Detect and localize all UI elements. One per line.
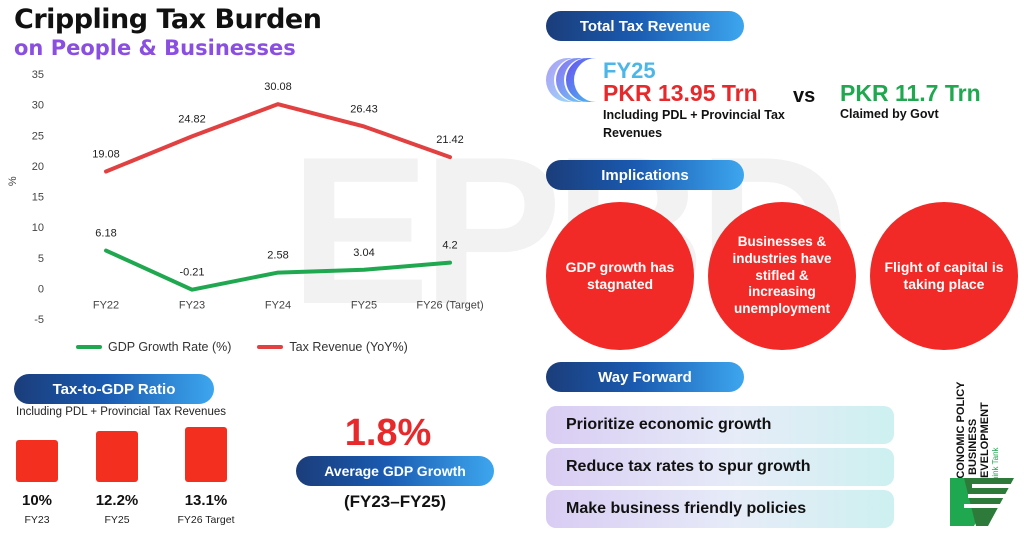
ratio-value-fy25: 12.2% xyxy=(95,492,139,509)
legend-label-gdp: GDP Growth Rate (%) xyxy=(108,340,232,354)
tax-to-gdp-subtitle: Including PDL + Provincial Tax Revenues xyxy=(16,406,226,418)
way-forward-item-2: Reduce tax rates to spur growth xyxy=(546,448,894,486)
legend-item-gdp: GDP Growth Rate (%) xyxy=(76,340,231,354)
y-tick-label: 0 xyxy=(38,283,44,295)
data-label: 30.08 xyxy=(264,81,292,93)
brand-mark-icon xyxy=(950,478,1014,526)
avg-gdp-pill: Average GDP Growth xyxy=(296,456,494,486)
legend-item-tax: Tax Revenue (YoY%) xyxy=(257,340,408,354)
pkr-claimed-note: Claimed by Govt xyxy=(840,107,939,121)
implications-pill: Implications xyxy=(546,160,744,190)
series-line-tax xyxy=(104,102,452,174)
vs-label: vs xyxy=(793,85,816,107)
tax-to-gdp-pill: Tax-to-GDP Ratio xyxy=(14,374,214,404)
brand-line-2: & BUSINESS xyxy=(967,419,979,486)
brand-line-3: DEVELOPMENT xyxy=(979,402,991,486)
brand-tagline: Think Tank xyxy=(991,446,1000,486)
ratio-label-fy23: FY23 xyxy=(24,514,50,526)
y-tick-label: 30 xyxy=(32,100,44,112)
x-tick-label: FY25 xyxy=(351,299,377,311)
tax-to-gdp-bars: 10% 12.2% 13.1% FY23 FY25 FY26 Target xyxy=(0,0,235,526)
fy-logo-icon xyxy=(546,58,596,102)
legend-label-tax: Tax Revenue (YoY%) xyxy=(289,340,408,354)
epbd-logo: ECONOMIC POLICY & BUSINESS DEVELOPMENT T… xyxy=(950,381,1014,526)
data-label: 2.58 xyxy=(267,250,288,262)
pkr-claimed-value: PKR 11.7 Trn xyxy=(840,80,981,106)
legend-swatch-tax xyxy=(257,345,284,349)
ratio-bar-fy25 xyxy=(96,430,138,482)
avg-gdp-period: (FY23–FY25) xyxy=(343,492,447,511)
y-tick-label: 5 xyxy=(38,253,44,265)
y-tick-label: -5 xyxy=(34,314,44,326)
data-label: 19.08 xyxy=(92,149,120,161)
y-tick-label: 15 xyxy=(32,192,44,204)
y-tick-label: 20 xyxy=(32,161,44,173)
implication-circle-gdp: GDP growth has stagnated xyxy=(546,202,694,350)
x-tick-label: FY22 xyxy=(93,299,119,311)
way-forward-pill: Way Forward xyxy=(546,362,744,392)
way-forward-item-3: Make business friendly policies xyxy=(546,490,894,528)
fy-label: FY25 xyxy=(603,58,656,83)
page-title: Crippling Tax Burden xyxy=(14,4,322,35)
total-tax-revenue-pill: Total Tax Revenue xyxy=(546,11,744,41)
ratio-bar-fy23 xyxy=(16,440,58,482)
avg-gdp-value: 1.8% xyxy=(344,412,432,454)
legend-swatch-gdp xyxy=(76,345,102,349)
x-tick-label: FY23 xyxy=(179,299,205,311)
x-tick-label: FY24 xyxy=(265,299,291,311)
ratio-label-fy26: FY26 Target xyxy=(177,514,235,526)
implication-circle-capital: Flight of capital is taking place xyxy=(870,202,1018,350)
y-tick-label: 35 xyxy=(32,69,44,81)
pkr-actual-note: Including PDL + Provincial Tax Revenues xyxy=(603,108,785,140)
ratio-value-fy26: 13.1% xyxy=(184,492,228,509)
y-axis-label: % xyxy=(7,176,19,186)
x-tick-label: FY26 (Target) xyxy=(416,299,483,311)
implication-circle-businesses: Businesses & industries have stifled & i… xyxy=(708,202,856,350)
data-label: 6.18 xyxy=(95,228,116,240)
data-label: 4.2 xyxy=(442,240,457,252)
ratio-value-fy23: 10% xyxy=(21,492,53,509)
y-tick-label: 25 xyxy=(32,130,44,142)
chart-legend: GDP Growth Rate (%) Tax Revenue (YoY%) xyxy=(76,340,408,354)
data-label: 3.04 xyxy=(353,247,374,259)
way-forward-item-1: Prioritize economic growth xyxy=(546,406,894,444)
data-label: 21.42 xyxy=(436,134,464,146)
data-label: 26.43 xyxy=(350,103,378,115)
data-label: -0.21 xyxy=(179,267,204,279)
y-tick-label: 10 xyxy=(32,222,44,234)
pkr-actual-value: PKR 13.95 Trn xyxy=(603,80,758,106)
data-label: 24.82 xyxy=(178,113,206,125)
ratio-label-fy25: FY25 xyxy=(104,514,130,526)
line-chart: -5 0 5 10 15 20 25 30 35 FY22 FY23 FY24 FY25 FY26 (T… xyxy=(7,69,484,326)
brand-line-1: ECONOMIC POLICY xyxy=(955,381,967,486)
ratio-bar-fy26 xyxy=(185,426,227,482)
page-subtitle: on People & Businesses xyxy=(14,36,296,60)
